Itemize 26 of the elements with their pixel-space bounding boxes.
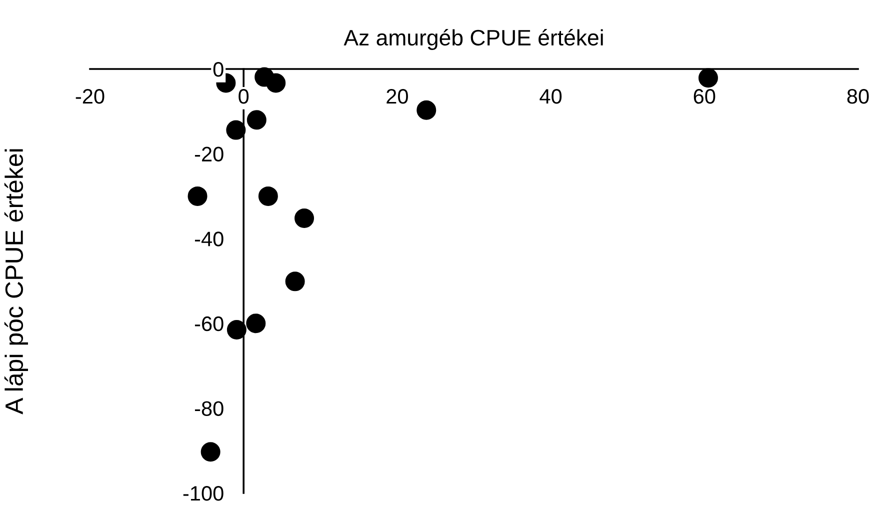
point	[266, 73, 286, 93]
y-tick-label: -60	[194, 316, 224, 332]
x-tick-label: 80	[847, 88, 869, 104]
y-tick-label: -40	[194, 232, 224, 246]
point	[246, 314, 266, 334]
point	[226, 120, 246, 140]
x-tick-label: 40	[540, 88, 562, 104]
y-tick-label: -80	[194, 401, 224, 416]
x-tick-label: 20	[386, 88, 408, 104]
point	[226, 320, 246, 340]
y-tick-label: 0	[213, 62, 224, 77]
x-axis-title: Az amurgéb CPUE értékei	[344, 29, 603, 50]
point	[698, 68, 718, 88]
point	[285, 272, 305, 292]
x-tick-label: 0	[238, 88, 249, 104]
point	[258, 186, 278, 206]
y-tick-label: -100	[183, 486, 224, 501]
x-tick-label: -20	[76, 88, 104, 104]
x-tick-label: 60	[694, 88, 716, 104]
y-axis-title: A lápi póc CPUE értékei	[4, 149, 28, 414]
y-tick-label: -20	[194, 146, 224, 162]
point	[416, 100, 436, 120]
point	[246, 110, 266, 130]
point	[200, 442, 220, 462]
point	[294, 208, 314, 228]
point	[188, 186, 208, 206]
